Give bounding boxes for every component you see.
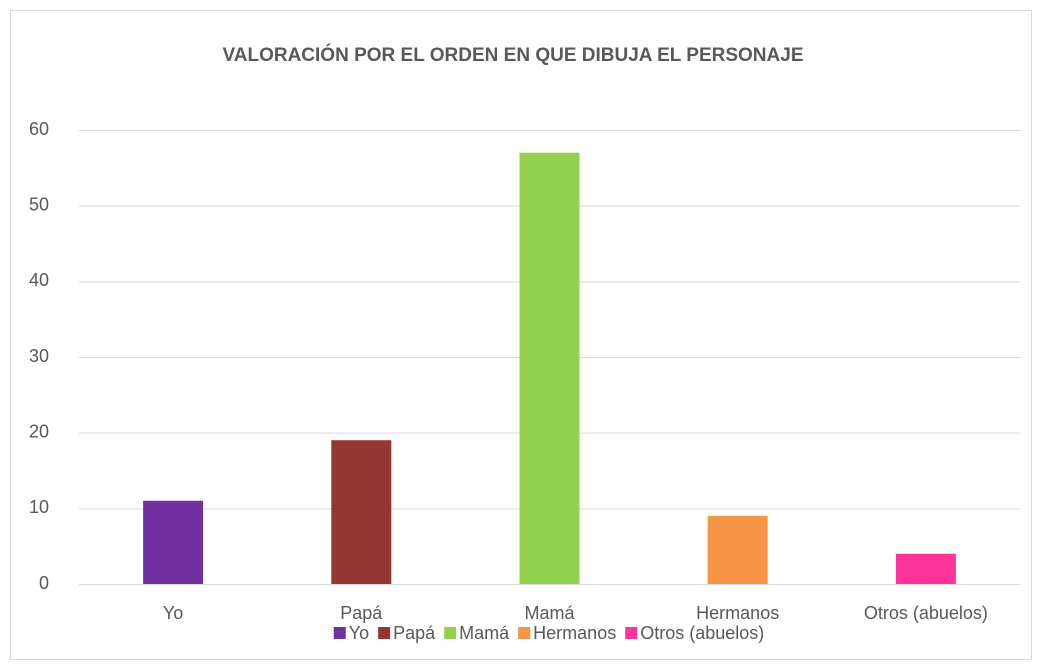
x-tick-label: Mamá: [524, 603, 575, 623]
y-tick-label: 50: [29, 194, 49, 214]
y-tick-label: 40: [29, 270, 49, 290]
legend-label: Mamá: [459, 623, 510, 643]
x-tick-label: Papá: [340, 603, 383, 623]
x-tick-label: Hermanos: [696, 603, 779, 623]
x-tick-label: Yo: [163, 603, 183, 623]
x-tick-label: Otros (abuelos): [864, 603, 988, 623]
bar: [331, 440, 392, 584]
bar: [519, 152, 580, 584]
legend-swatch: [444, 627, 457, 639]
legend-label: Otros (abuelos): [640, 623, 764, 643]
legend-swatch: [625, 627, 638, 639]
y-tick-label: 0: [39, 573, 49, 593]
legend-label: Papá: [393, 623, 436, 643]
bar: [707, 515, 768, 584]
legend-label: Hermanos: [533, 623, 616, 643]
legend-swatch: [378, 627, 391, 639]
legend-swatch: [518, 627, 531, 639]
y-tick-label: 60: [29, 119, 49, 139]
y-tick-label: 20: [29, 421, 49, 441]
legend-label: Yo: [349, 623, 369, 643]
bar: [143, 500, 204, 584]
y-tick-label: 10: [29, 497, 49, 517]
chart-title: VALORACIÓN POR EL ORDEN EN QUE DIBUJA EL…: [223, 44, 804, 66]
legend-swatch: [333, 627, 346, 639]
bar: [895, 553, 956, 584]
y-tick-label: 30: [29, 346, 49, 366]
